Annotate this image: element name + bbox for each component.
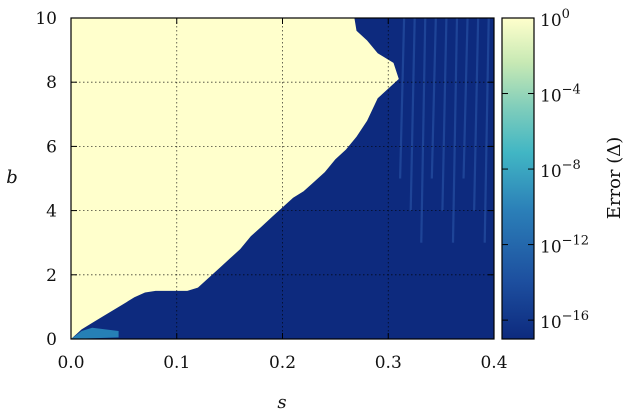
x-axis-label: s: [277, 392, 286, 413]
y-tick-label: 6: [46, 137, 57, 157]
colorbar-tick-label: 10−8: [540, 158, 581, 182]
colorbar-tick-label: 10−12: [540, 234, 589, 258]
x-tick-label: 0.3: [375, 353, 402, 373]
colorbar-tick-label: 10−16: [540, 309, 589, 333]
colorbar-label: Error (Δ): [604, 137, 625, 220]
y-tick-label: 8: [46, 73, 57, 93]
colorbar: [502, 18, 534, 339]
x-tick-label: 0.1: [163, 353, 190, 373]
y-tick-label: 10: [35, 9, 57, 29]
x-tick-label: 0.0: [57, 353, 84, 373]
y-tick-label: 2: [46, 266, 57, 286]
colorbar-tick-label: 10−4: [540, 83, 581, 107]
x-tick-label: 0.2: [269, 353, 296, 373]
colorbar-tick-label: 100: [540, 7, 570, 31]
y-tick-label: 4: [46, 202, 57, 222]
y-axis-label: b: [6, 167, 18, 188]
y-tick-label: 0: [46, 330, 57, 350]
x-tick-label: 0.4: [480, 353, 507, 373]
